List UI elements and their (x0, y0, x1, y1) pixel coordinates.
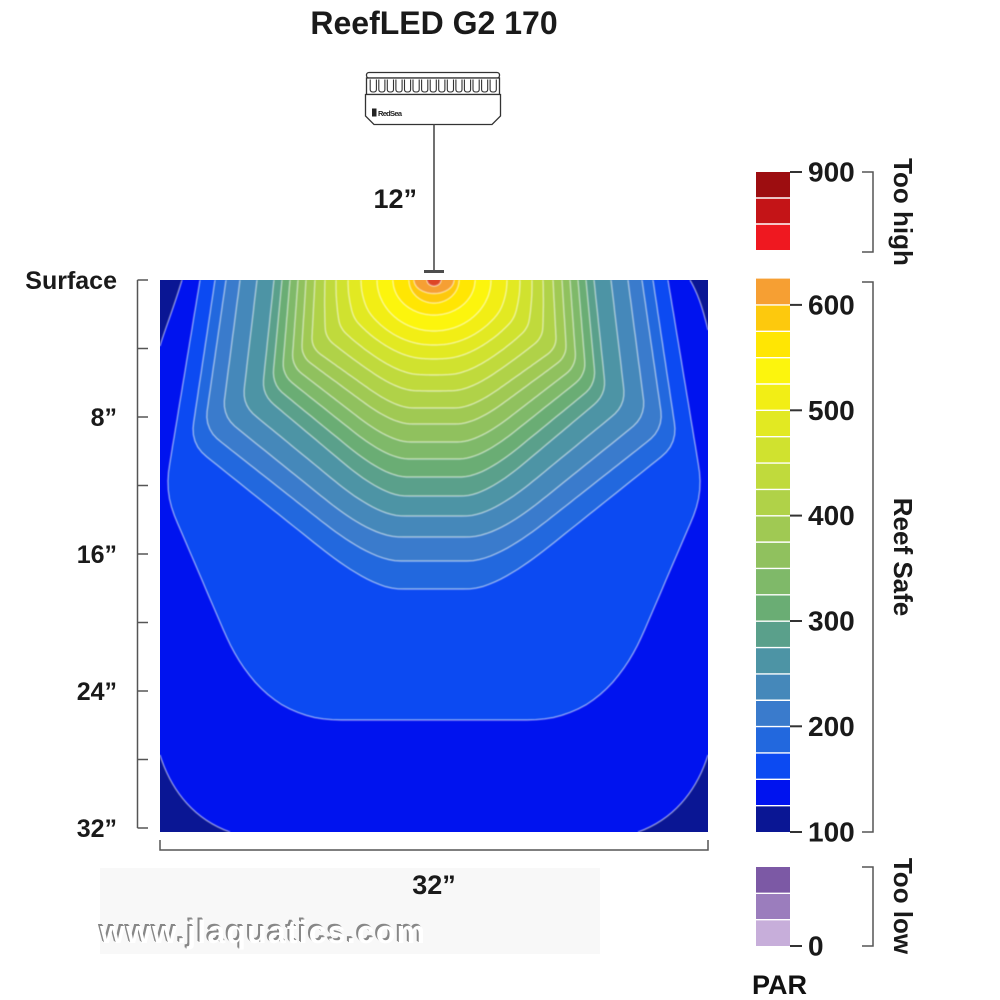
svg-text:Too high: Too high (888, 158, 918, 266)
svg-text:400: 400 (808, 500, 855, 531)
svg-text:600: 600 (808, 289, 855, 320)
svg-text:500: 500 (808, 395, 855, 426)
svg-text:100: 100 (808, 817, 855, 848)
svg-text:Reef Safe: Reef Safe (888, 498, 918, 617)
svg-text:900: 900 (808, 157, 855, 188)
svg-text:32”: 32” (77, 815, 117, 843)
svg-text:8”: 8” (91, 404, 117, 432)
svg-text:300: 300 (808, 606, 855, 637)
svg-text:Surface: Surface (25, 267, 117, 295)
svg-text:0: 0 (808, 931, 824, 962)
svg-text:200: 200 (808, 711, 855, 742)
svg-text:PAR: PAR (752, 970, 807, 1000)
svg-text:12”: 12” (373, 184, 417, 214)
svg-text:RedSea: RedSea (378, 109, 403, 118)
svg-text:24”: 24” (77, 678, 117, 706)
svg-text:32”: 32” (412, 870, 456, 900)
svg-text:16”: 16” (77, 541, 117, 569)
svg-text:Too low: Too low (888, 858, 918, 955)
